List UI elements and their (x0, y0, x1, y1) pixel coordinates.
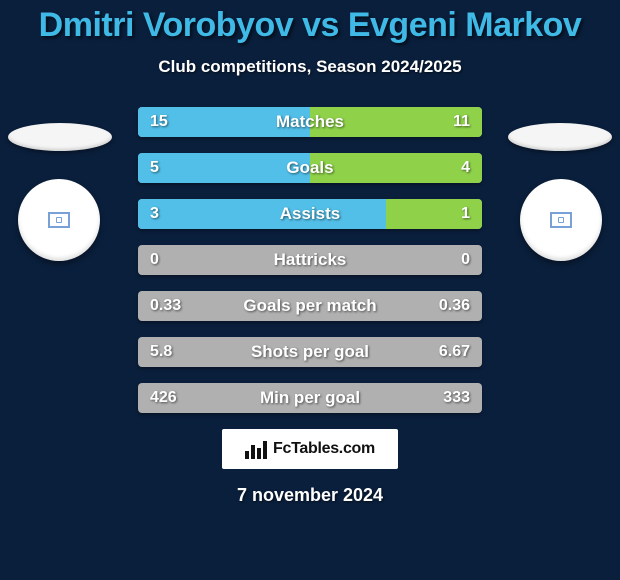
bars-icon (245, 439, 267, 459)
stat-row: 0.330.36Goals per match (138, 291, 482, 321)
player2-flag-icon (508, 123, 612, 151)
player1-flag-icon (8, 123, 112, 151)
stat-label: Min per goal (138, 383, 482, 413)
brand-logo: FcTables.com (222, 429, 398, 469)
subtitle: Club competitions, Season 2024/2025 (0, 57, 620, 77)
stat-row: 426333Min per goal (138, 383, 482, 413)
stat-label: Goals per match (138, 291, 482, 321)
stat-bars: 1511Matches 54Goals 31Assists 00Hattricks 0.… (138, 107, 482, 413)
footer-date: 7 november 2024 (0, 485, 620, 506)
player1-club-badge (18, 179, 100, 261)
comparison-stage: 1511Matches 54Goals 31Assists 00Hattricks 0.… (0, 107, 620, 413)
page-title: Dmitri Vorobyov vs Evgeni Markov (0, 0, 620, 45)
stat-label: Matches (138, 107, 482, 137)
club-placeholder-icon (550, 212, 572, 228)
club-placeholder-icon (48, 212, 70, 228)
stat-row: 1511Matches (138, 107, 482, 137)
brand-text: FcTables.com (273, 440, 375, 458)
stat-row: 00Hattricks (138, 245, 482, 275)
stat-label: Assists (138, 199, 482, 229)
stat-label: Shots per goal (138, 337, 482, 367)
stat-row: 31Assists (138, 199, 482, 229)
stat-label: Hattricks (138, 245, 482, 275)
player2-club-badge (520, 179, 602, 261)
stat-row: 5.86.67Shots per goal (138, 337, 482, 367)
stat-row: 54Goals (138, 153, 482, 183)
stat-label: Goals (138, 153, 482, 183)
